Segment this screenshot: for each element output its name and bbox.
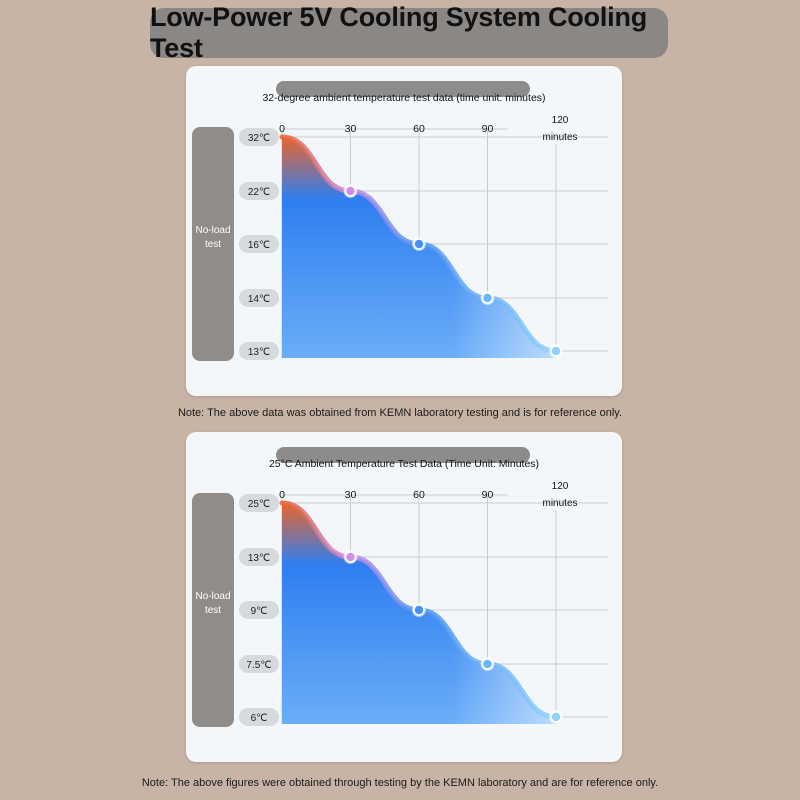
y-tick-label: 32℃ — [248, 133, 270, 144]
side-label-text: No-load — [195, 225, 230, 236]
x-tick-label: 0 — [279, 123, 285, 135]
chart-panel-1: 32-degree ambient temperature test data … — [186, 66, 622, 396]
data-point — [413, 604, 425, 616]
data-point — [550, 711, 562, 723]
y-tick-pill — [239, 289, 279, 307]
side-label-text: No-load — [195, 591, 230, 602]
x-tick-label: 0 — [279, 489, 285, 501]
data-point — [413, 238, 425, 250]
x-tick-label: 120 — [552, 115, 569, 126]
y-tick-pill — [239, 128, 279, 146]
x-axis-unit-label: minutes — [542, 132, 577, 143]
y-tick-label: 9℃ — [251, 606, 268, 617]
y-tick-pill — [239, 655, 279, 673]
side-label-box — [192, 127, 234, 361]
x-tick-label: 30 — [345, 489, 357, 501]
chart-note-1: Note: The above data was obtained from K… — [177, 407, 623, 419]
chart-panel-2: 25°C Ambient Temperature Test Data (Time… — [186, 432, 622, 762]
data-point — [344, 185, 357, 197]
panel-title-bar — [276, 81, 530, 97]
panel-title: 25°C Ambient Temperature Test Data (Time… — [269, 458, 539, 470]
y-tick-pill — [239, 235, 279, 253]
side-label-text: test — [205, 605, 221, 616]
panel-title-bar — [276, 447, 530, 463]
y-tick-label: 13℃ — [248, 553, 270, 564]
data-point — [481, 658, 494, 670]
y-tick-pill — [239, 494, 279, 512]
y-tick-label: 6℃ — [251, 713, 268, 724]
y-tick-pill — [239, 601, 279, 619]
y-tick-pill — [239, 708, 279, 726]
chart-svg-2: 25°C Ambient Temperature Test Data (Time… — [192, 447, 608, 727]
y-tick-label: 22℃ — [248, 187, 270, 198]
side-label-text: test — [205, 239, 221, 250]
x-tick-label: 30 — [345, 123, 357, 135]
y-tick-pill — [239, 548, 279, 566]
y-tick-pill — [239, 342, 279, 360]
y-tick-label: 7.5℃ — [246, 660, 271, 671]
chart-note-2: Note: The above figures were obtained th… — [141, 777, 659, 789]
y-tick-pill — [239, 182, 279, 200]
x-tick-label: 120 — [552, 481, 569, 492]
x-axis-unit-label: minutes — [542, 498, 577, 509]
data-point — [550, 345, 562, 357]
data-point — [481, 292, 494, 304]
x-tick-label: 60 — [413, 489, 425, 501]
page-title: Low-Power 5V Cooling System Cooling Test — [150, 2, 648, 63]
y-tick-label: 16℃ — [248, 240, 270, 251]
y-tick-label: 13℃ — [248, 347, 270, 358]
data-point — [344, 551, 357, 563]
title-banner: Low-Power 5V Cooling System Cooling Test — [150, 2, 668, 63]
y-tick-label: 14℃ — [248, 294, 270, 305]
chart-svg-1: 32-degree ambient temperature test data … — [192, 81, 608, 361]
side-label-box — [192, 493, 234, 727]
x-tick-label: 90 — [482, 489, 494, 501]
y-tick-label: 25℃ — [248, 499, 270, 510]
x-tick-label: 60 — [413, 123, 425, 135]
x-tick-label: 90 — [482, 123, 494, 135]
panel-title: 32-degree ambient temperature test data … — [262, 92, 545, 104]
